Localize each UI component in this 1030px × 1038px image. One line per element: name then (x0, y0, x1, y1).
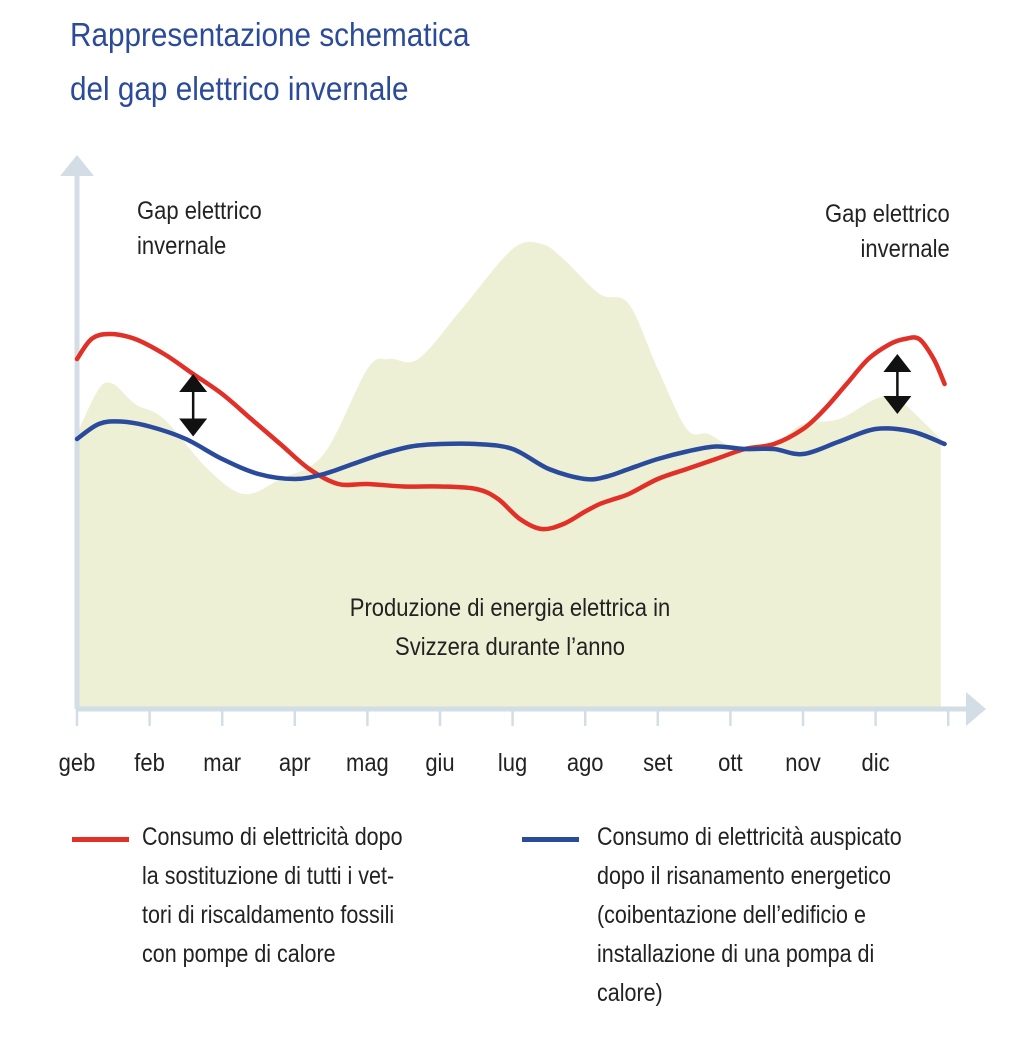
legend-item-blue: Consumo di elettricità auspicato dopo il… (597, 818, 902, 1013)
gap-label-right: Gap elettrico invernale (825, 197, 950, 267)
production-label: Produzione di energia elettrica in Svizz… (308, 589, 713, 667)
gap-arrow-left (179, 374, 208, 437)
series-lines-layer (74, 331, 947, 532)
red-series-line (74, 331, 947, 532)
blue-series-line (74, 419, 947, 482)
x-tick-label: feb (134, 749, 165, 777)
x-tick-label: geb (59, 749, 96, 777)
legend-blue-line-5: calore) (597, 979, 663, 1007)
x-tick-label: mag (346, 749, 389, 777)
gap-label-left: Gap elettrico invernale (137, 194, 262, 264)
x-tick-label: ott (718, 749, 743, 777)
legend-swatch-red (72, 837, 129, 842)
x-tick-labels: geb feb mar apr mag giu lug ago set ott nov dic (59, 749, 890, 777)
legend-item-red: Consumo di elettricità dopo la sostituzi… (142, 818, 403, 974)
legend-blue-line-4: installazione di una pompa di (597, 940, 875, 968)
legend-swatch-blue (522, 837, 579, 842)
legend-blue-line-2: dopo il risanamento energetico (597, 862, 892, 890)
x-axis-arrowhead (966, 692, 986, 726)
legend-blue-line-1: Consumo di elettricità auspicato (597, 823, 902, 851)
legend-red-line-4: con pompe di calore (142, 940, 336, 968)
legend-red-line-1: Consumo di elettricità dopo (142, 823, 403, 851)
x-tick-label: mar (203, 749, 241, 777)
x-tick-label: nov (785, 749, 821, 777)
y-axis-arrowhead (60, 155, 94, 176)
gap-arrow-head-down (883, 396, 912, 414)
production-area (77, 241, 941, 709)
x-tick-label: dic (862, 749, 890, 777)
gap-arrow-head-down (179, 418, 208, 437)
chart-title: Rappresentazione schematica del gap elet… (70, 8, 646, 116)
x-tick-label: set (643, 749, 673, 777)
gap-arrows (179, 354, 912, 437)
x-tick-label: apr (279, 749, 311, 777)
legend-blue-line-3: (coibentazione dell’edificio e (597, 901, 866, 929)
title-line-2: del gap elettrico invernale (70, 70, 409, 107)
gap-left-line-1: Gap elettrico (137, 197, 262, 225)
x-tick-label: giu (425, 749, 454, 777)
gap-arrow-head-up (883, 354, 912, 372)
production-area-layer (77, 241, 941, 709)
gap-left-line-2: invernale (137, 232, 227, 260)
production-line-2: Svizzera durante l’anno (395, 633, 625, 661)
title-line-1: Rappresentazione schematica (70, 16, 470, 53)
x-tick-label: lug (498, 749, 527, 777)
production-line-1: Produzione di energia elettrica in (349, 594, 671, 622)
legend-red-line-3: tori di riscaldamento fossili (142, 901, 395, 929)
gap-arrow-right (883, 354, 912, 414)
gap-arrow-head-up (179, 374, 208, 392)
gap-right-line-2: invernale (860, 235, 950, 263)
x-tick-label: ago (567, 749, 604, 777)
legend-red-line-2: la sostituzione di tutti i vet- (142, 862, 395, 890)
gap-right-line-1: Gap elettrico (825, 200, 950, 228)
